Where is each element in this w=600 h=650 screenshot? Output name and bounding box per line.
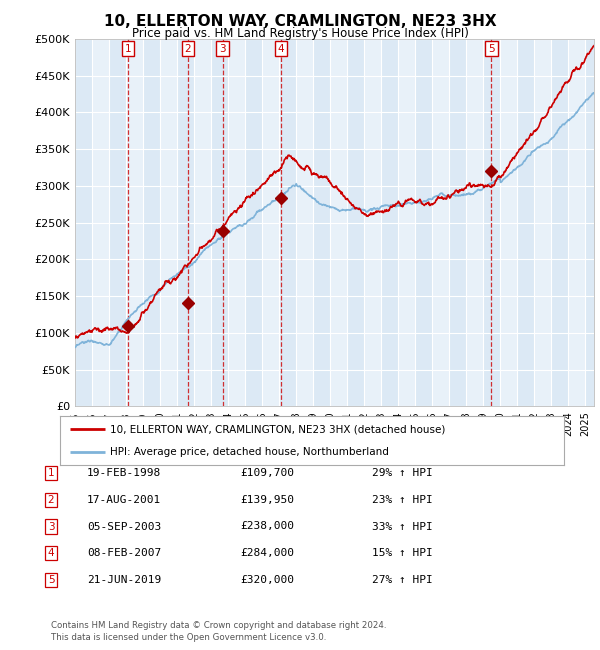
Text: 2: 2 [185,44,191,53]
Bar [75,39,92,406]
Bar [466,39,484,406]
Bar [177,39,194,406]
Text: 4: 4 [278,44,284,53]
Bar [484,39,500,406]
Bar [228,39,245,406]
Text: Price paid vs. HM Land Registry's House Price Index (HPI): Price paid vs. HM Land Registry's House … [131,27,469,40]
Text: Contains HM Land Registry data © Crown copyright and database right 2024.
This d: Contains HM Land Registry data © Crown c… [51,621,386,642]
Bar [245,39,262,406]
Text: 15% ↑ HPI: 15% ↑ HPI [372,548,433,558]
Bar [279,39,296,406]
Text: 19-FEB-1998: 19-FEB-1998 [87,468,161,478]
Bar [330,39,347,406]
Bar [517,39,535,406]
Bar [194,39,211,406]
Text: 3: 3 [220,44,226,53]
Text: 5: 5 [47,575,55,585]
Text: 4: 4 [47,548,55,558]
Text: 05-SEP-2003: 05-SEP-2003 [87,521,161,532]
Bar [109,39,126,406]
Text: 29% ↑ HPI: 29% ↑ HPI [372,468,433,478]
Bar [126,39,143,406]
Bar [364,39,381,406]
Bar [262,39,279,406]
Text: 17-AUG-2001: 17-AUG-2001 [87,495,161,505]
Text: 1: 1 [125,44,131,53]
Bar [500,39,517,406]
Text: 3: 3 [47,521,55,532]
Text: £109,700: £109,700 [240,468,294,478]
Text: 10, ELLERTON WAY, CRAMLINGTON, NE23 3HX: 10, ELLERTON WAY, CRAMLINGTON, NE23 3HX [104,14,496,29]
Text: 33% ↑ HPI: 33% ↑ HPI [372,521,433,532]
Bar [535,39,551,406]
Text: 08-FEB-2007: 08-FEB-2007 [87,548,161,558]
Bar [568,39,586,406]
Bar [415,39,433,406]
Text: 23% ↑ HPI: 23% ↑ HPI [372,495,433,505]
Text: 27% ↑ HPI: 27% ↑ HPI [372,575,433,585]
Bar [92,39,109,406]
Text: 10, ELLERTON WAY, CRAMLINGTON, NE23 3HX (detached house): 10, ELLERTON WAY, CRAMLINGTON, NE23 3HX … [110,424,446,434]
Bar [143,39,160,406]
Bar [433,39,449,406]
Text: £284,000: £284,000 [240,548,294,558]
Text: 5: 5 [488,44,495,53]
Text: 2: 2 [47,495,55,505]
Text: £320,000: £320,000 [240,575,294,585]
Bar [398,39,415,406]
Bar [449,39,466,406]
Bar [313,39,330,406]
Text: £139,950: £139,950 [240,495,294,505]
Text: 21-JUN-2019: 21-JUN-2019 [87,575,161,585]
Bar [211,39,228,406]
Text: HPI: Average price, detached house, Northumberland: HPI: Average price, detached house, Nort… [110,447,389,456]
Bar [381,39,398,406]
Bar [296,39,313,406]
Text: £238,000: £238,000 [240,521,294,532]
Bar [347,39,364,406]
Bar [160,39,177,406]
Text: 1: 1 [47,468,55,478]
Bar [551,39,568,406]
